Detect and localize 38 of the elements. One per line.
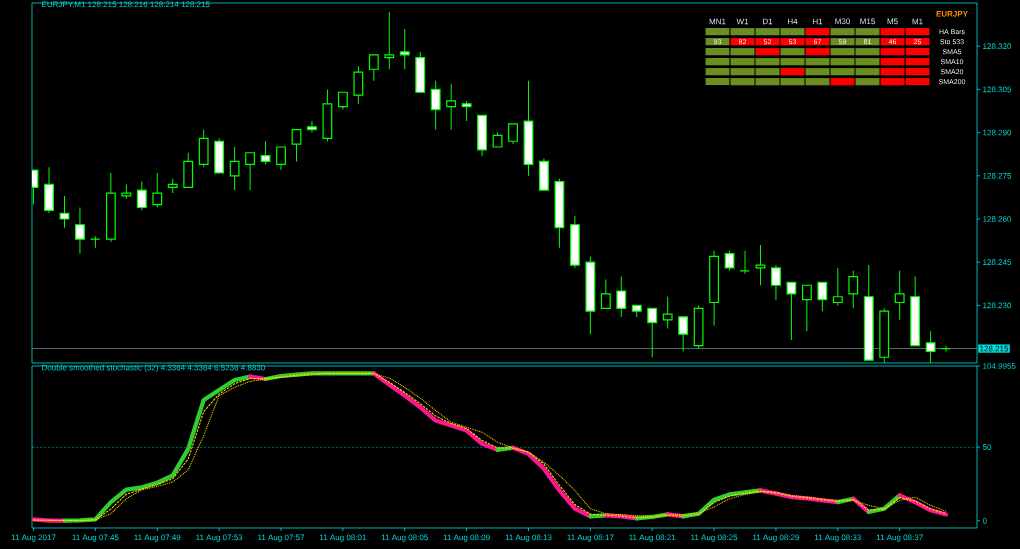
x-tick-label: 11 Aug 07:57 xyxy=(258,534,305,542)
x-tick-label: 11 Aug 07:49 xyxy=(134,534,181,542)
category-label: M15 xyxy=(860,18,875,25)
y-tick-label: 128.230 xyxy=(983,302,1012,309)
y-tick-label: 128.320 xyxy=(983,43,1012,50)
x-tick-label: 11 Aug 07:45 xyxy=(72,534,119,542)
x-tick-label: 11 Aug 08:17 xyxy=(567,534,614,542)
y-tick-label: 104.9955 xyxy=(983,363,1016,369)
category-label: MN1 xyxy=(709,18,726,25)
x-tick-label: 11 Aug 08:05 xyxy=(381,534,428,542)
x-tick-label: 11 Aug 08:01 xyxy=(319,534,366,542)
x-tick-label: 11 Aug 08:25 xyxy=(691,534,738,542)
y-tick-label: 128.275 xyxy=(983,172,1012,179)
category-label: M1 xyxy=(912,18,923,25)
x-tick-label: 11 Aug 08:21 xyxy=(629,534,676,542)
category-label: D1 xyxy=(763,18,773,25)
category-label: M5 xyxy=(887,18,898,25)
category-label: M30 xyxy=(835,18,850,25)
category-label: H1 xyxy=(813,18,823,25)
y-tick-label: 128.245 xyxy=(983,259,1012,266)
x-tick-label: 11 Aug 08:29 xyxy=(753,534,800,542)
y-tick-label: 50 xyxy=(982,444,992,450)
x-tick-label: 11 Aug 08:09 xyxy=(443,534,490,542)
x-tick-label: 11 Aug 08:33 xyxy=(814,534,861,542)
y-tick-label: 128.290 xyxy=(983,129,1012,136)
ref-line-label: 128.215 xyxy=(980,345,1009,352)
text: EURJPY xyxy=(936,11,968,17)
y-tick-label: 0 xyxy=(982,517,987,524)
x-tick-label: 11 Aug 07:53 xyxy=(196,534,243,542)
x-tick-label: 11 Aug 08:13 xyxy=(505,534,552,542)
chart-title: EURJPY,M1 128.215 128.216 128.214 128.215 xyxy=(42,1,210,9)
x-tick-label: 11 Aug 2017 xyxy=(11,534,56,542)
category-label: W1 xyxy=(736,18,749,25)
y-tick-label: 128.260 xyxy=(983,216,1012,222)
category-label: H4 xyxy=(788,18,798,25)
y-tick-label: 128.305 xyxy=(983,86,1012,93)
x-tick-label: 11 Aug 08:37 xyxy=(876,534,923,542)
chart-title: Double smoothed stochastic (32) 4.3364 4.3364 6.5236 4.8830 xyxy=(42,364,265,372)
